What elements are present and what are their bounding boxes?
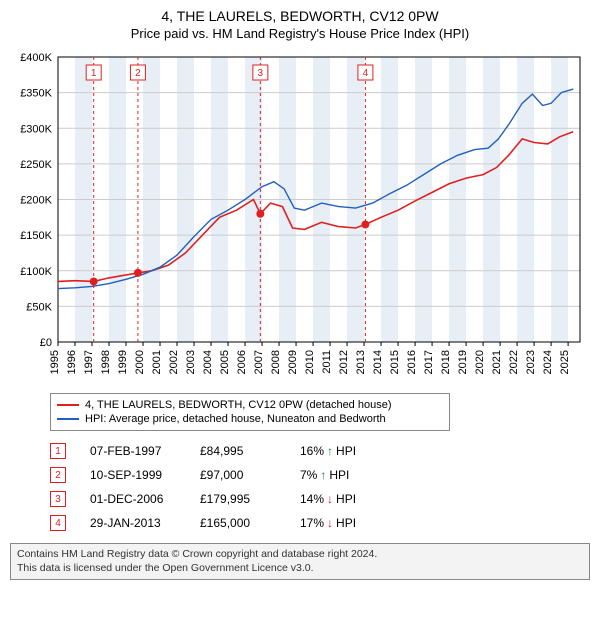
attribution: Contains HM Land Registry data © Crown c… [10,543,590,580]
svg-text:£200K: £200K [20,195,52,207]
svg-text:2006: 2006 [236,350,248,374]
svg-text:2002: 2002 [168,350,180,374]
svg-text:2016: 2016 [406,350,418,374]
transaction-row: 1 07-FEB-1997£84,99516%↑HPI [50,439,590,463]
svg-text:2012: 2012 [338,350,350,374]
svg-text:2021: 2021 [491,350,503,374]
svg-text:2001: 2001 [151,350,163,374]
transaction-price: £165,000 [200,516,300,530]
legend-label: HPI: Average price, detached house, Nune… [85,413,386,425]
legend-swatch [57,404,79,406]
svg-text:£400K: £400K [20,52,52,64]
transaction-date: 01-DEC-2006 [90,492,200,506]
legend: 4, THE LAURELS, BEDWORTH, CV12 0PW (deta… [50,393,450,431]
svg-text:2: 2 [135,68,141,79]
svg-text:1: 1 [91,68,97,79]
transaction-marker: 3 [50,491,66,507]
transaction-price: £179,995 [200,492,300,506]
transaction-row: 4 29-JAN-2013£165,00017%↓HPI [50,511,590,535]
transaction-price: £97,000 [200,468,300,482]
attribution-line2: This data is licensed under the Open Gov… [17,562,583,576]
svg-text:£100K: £100K [20,266,52,278]
arrow-up-icon: ↑ [327,444,333,458]
svg-text:1996: 1996 [66,350,78,374]
transaction-diff: 14%↓HPI [300,492,410,506]
arrow-down-icon: ↓ [327,516,333,530]
arrow-up-icon: ↑ [320,468,326,482]
transaction-date: 07-FEB-1997 [90,444,200,458]
svg-text:2010: 2010 [304,350,316,374]
legend-row: HPI: Average price, detached house, Nune… [57,412,443,426]
svg-text:2003: 2003 [185,350,197,374]
svg-text:1997: 1997 [83,350,95,374]
svg-text:2019: 2019 [457,350,469,374]
svg-text:2004: 2004 [202,350,214,374]
legend-label: 4, THE LAURELS, BEDWORTH, CV12 0PW (deta… [85,399,392,411]
transaction-date: 10-SEP-1999 [90,468,200,482]
transaction-diff: 16%↑HPI [300,444,410,458]
svg-text:2017: 2017 [423,350,435,374]
svg-text:2005: 2005 [219,350,231,374]
svg-text:2023: 2023 [525,350,537,374]
transaction-row: 2 10-SEP-1999£97,0007%↑HPI [50,463,590,487]
svg-text:£150K: £150K [20,230,52,242]
svg-text:2009: 2009 [287,350,299,374]
svg-text:2020: 2020 [474,350,486,374]
svg-text:2022: 2022 [508,350,520,374]
svg-text:1998: 1998 [100,350,112,374]
svg-text:2007: 2007 [253,350,265,374]
transaction-marker: 1 [50,443,66,459]
svg-text:1999: 1999 [117,350,129,374]
svg-text:2014: 2014 [372,350,384,374]
arrow-down-icon: ↓ [327,492,333,506]
transaction-date: 29-JAN-2013 [90,516,200,530]
title-main: 4, THE LAURELS, BEDWORTH, CV12 0PW [10,8,590,24]
chart: £0 £50K £100K £150K £200K £250K £300K £350K £400… [10,47,590,387]
svg-text:4: 4 [363,68,369,79]
svg-text:2015: 2015 [389,350,401,374]
svg-text:£300K: £300K [20,123,52,135]
transaction-price: £84,995 [200,444,300,458]
transaction-row: 3 01-DEC-2006£179,99514%↓HPI [50,487,590,511]
transaction-diff: 17%↓HPI [300,516,410,530]
svg-text:£250K: £250K [20,159,52,171]
svg-text:2025: 2025 [559,350,571,374]
svg-text:£350K: £350K [20,88,52,100]
svg-text:2024: 2024 [542,350,554,374]
svg-text:£50K: £50K [26,301,52,313]
legend-swatch [57,418,79,420]
svg-text:3: 3 [258,68,264,79]
legend-row: 4, THE LAURELS, BEDWORTH, CV12 0PW (deta… [57,398,443,412]
transaction-marker: 4 [50,515,66,531]
svg-text:2000: 2000 [134,350,146,374]
title-sub: Price paid vs. HM Land Registry's House … [10,26,590,41]
svg-text:2018: 2018 [440,350,452,374]
title-block: 4, THE LAURELS, BEDWORTH, CV12 0PW Price… [10,8,590,41]
svg-text:2011: 2011 [321,350,333,374]
transaction-marker: 2 [50,467,66,483]
transactions-table: 1 07-FEB-1997£84,99516%↑HPI 2 10-SEP-1999£9… [50,439,590,535]
chart-svg: £0 £50K £100K £150K £200K £250K £300K £350K £400… [10,47,590,387]
transaction-diff: 7%↑HPI [300,468,410,482]
svg-text:£0: £0 [40,337,52,349]
svg-text:1995: 1995 [49,350,61,374]
svg-text:2013: 2013 [355,350,367,374]
svg-text:2008: 2008 [270,350,282,374]
attribution-line1: Contains HM Land Registry data © Crown c… [17,548,583,562]
